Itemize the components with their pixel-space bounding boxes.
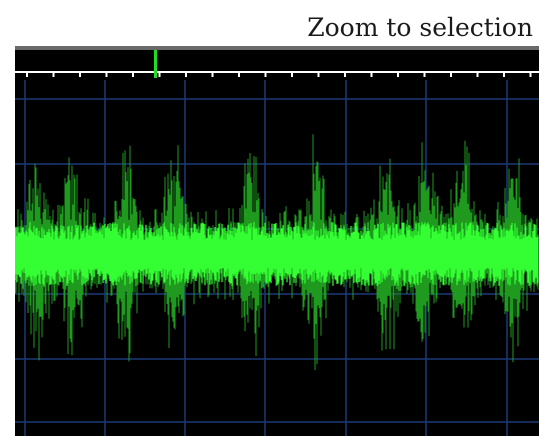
waveform-canvas	[15, 80, 539, 436]
zoom-to-selection-button[interactable]: Zoom to selection	[307, 13, 533, 42]
playhead-marker-icon[interactable]	[152, 50, 160, 78]
timeline-ruler[interactable]	[15, 46, 539, 80]
waveform-rms-trace	[15, 222, 539, 286]
ruler-tick-group	[26, 72, 532, 77]
ruler-ticks	[15, 71, 539, 77]
waveform-display[interactable]	[15, 80, 539, 436]
waveform-rms	[15, 222, 539, 286]
